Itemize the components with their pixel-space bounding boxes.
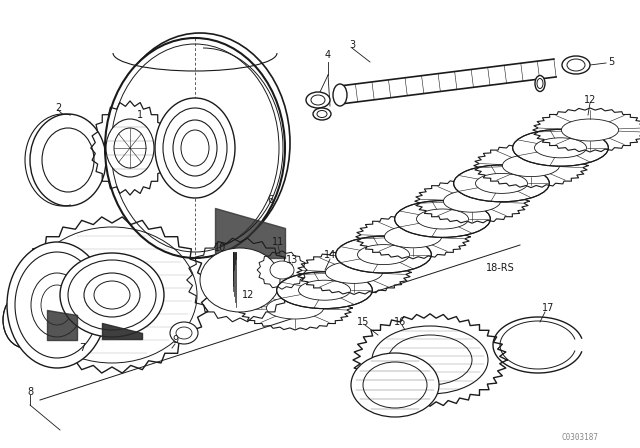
Text: 2: 2 — [55, 103, 61, 113]
Ellipse shape — [395, 201, 490, 237]
Ellipse shape — [444, 190, 500, 212]
Ellipse shape — [170, 322, 198, 344]
Text: 7: 7 — [79, 343, 85, 353]
Ellipse shape — [306, 92, 330, 108]
Text: 1: 1 — [137, 110, 143, 120]
Ellipse shape — [270, 261, 294, 279]
Text: C0303187: C0303187 — [561, 434, 598, 443]
Ellipse shape — [562, 56, 590, 74]
Ellipse shape — [30, 114, 106, 206]
Ellipse shape — [3, 292, 47, 348]
Ellipse shape — [385, 226, 442, 248]
Text: 15: 15 — [357, 317, 369, 327]
Ellipse shape — [561, 119, 619, 141]
Ellipse shape — [110, 33, 290, 253]
Text: 18-RS: 18-RS — [486, 263, 515, 273]
Text: 3: 3 — [349, 40, 355, 50]
Ellipse shape — [335, 236, 431, 273]
Ellipse shape — [325, 261, 383, 284]
Text: 10: 10 — [214, 243, 226, 253]
Ellipse shape — [60, 253, 164, 337]
Ellipse shape — [513, 129, 609, 166]
Ellipse shape — [372, 326, 488, 394]
Text: 9: 9 — [172, 335, 178, 345]
Ellipse shape — [106, 119, 154, 177]
Ellipse shape — [351, 353, 439, 417]
Ellipse shape — [502, 155, 559, 177]
Ellipse shape — [200, 248, 280, 312]
Text: 12: 12 — [584, 95, 596, 105]
Text: 14: 14 — [324, 250, 336, 260]
Text: 12: 12 — [242, 290, 254, 300]
Text: 13: 13 — [286, 255, 298, 265]
Ellipse shape — [155, 98, 235, 198]
Ellipse shape — [276, 272, 372, 309]
Text: 5: 5 — [608, 57, 614, 67]
Ellipse shape — [333, 84, 347, 106]
Text: 4: 4 — [325, 50, 331, 60]
Ellipse shape — [7, 242, 107, 368]
Text: 11: 11 — [272, 237, 284, 247]
Ellipse shape — [105, 38, 285, 258]
Ellipse shape — [535, 76, 545, 91]
Text: 17: 17 — [542, 303, 554, 313]
Ellipse shape — [454, 165, 549, 202]
Text: 6: 6 — [267, 195, 273, 205]
Text: 16: 16 — [394, 317, 406, 327]
Ellipse shape — [313, 108, 331, 120]
Text: 8: 8 — [27, 387, 33, 397]
Ellipse shape — [266, 297, 324, 319]
